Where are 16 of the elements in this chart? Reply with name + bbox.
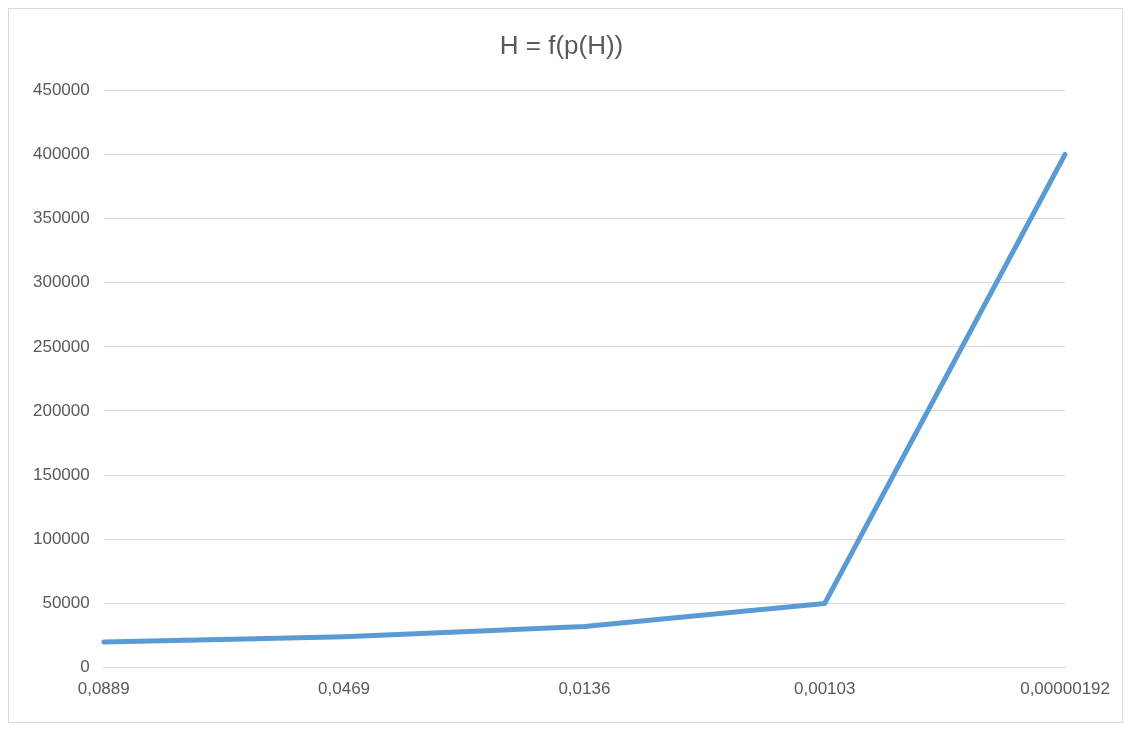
y-tick-label: 300000 xyxy=(32,272,90,292)
y-tick-label: 350000 xyxy=(32,208,90,228)
y-tick-label: 250000 xyxy=(32,336,90,356)
chart-title: H = f(p(H)) xyxy=(499,29,624,60)
y-tick-label: 100000 xyxy=(32,528,90,548)
x-tick-label: 0,00000192 xyxy=(1020,679,1111,699)
x-tick-label: 0,0889 xyxy=(77,679,130,699)
y-tick-label: 200000 xyxy=(32,400,90,420)
y-tick-label: 0 xyxy=(80,657,90,677)
x-tick-label: 0,0136 xyxy=(558,679,611,699)
y-tick-label: 400000 xyxy=(32,144,90,164)
x-tick-label: 0,00103 xyxy=(794,679,856,699)
y-tick-label: 150000 xyxy=(32,464,90,484)
y-tick-label: 450000 xyxy=(32,79,90,99)
x-tick-label: 0,0469 xyxy=(318,679,371,699)
y-tick-label: 50000 xyxy=(42,593,90,613)
